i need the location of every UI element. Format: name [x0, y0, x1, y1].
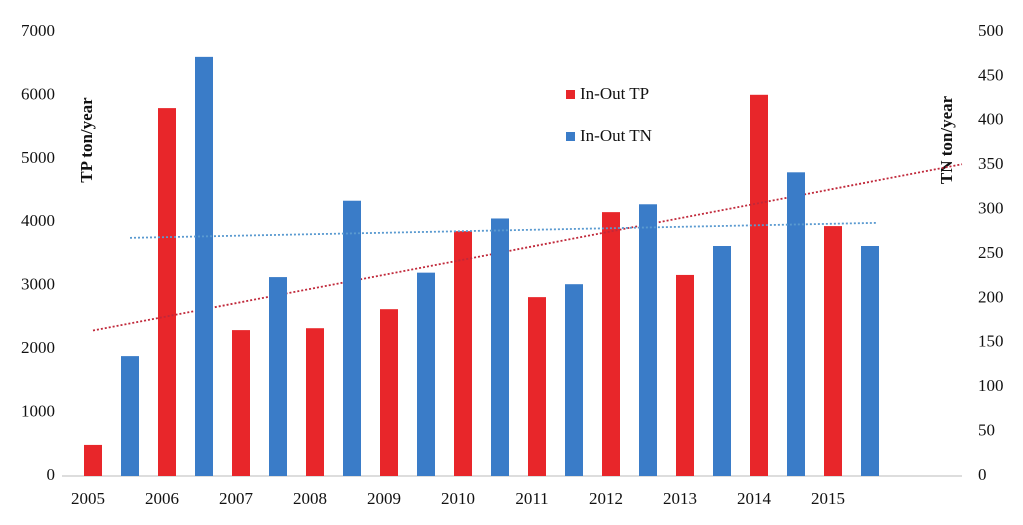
bar: [528, 297, 546, 476]
x-tick-label: 2007: [219, 489, 254, 508]
y2-tick-label: 250: [978, 243, 1004, 262]
bar: [158, 108, 176, 476]
bar: [380, 309, 398, 476]
bar: [195, 56, 213, 476]
x-tick-label: 2012: [589, 489, 623, 508]
y2-tick-label: 200: [978, 287, 1004, 306]
y-tick-label: 7000: [21, 21, 55, 40]
y2-axis-title: TN ton/year: [937, 95, 956, 184]
bar: [787, 172, 805, 476]
bar: [639, 204, 657, 476]
bar: [491, 218, 509, 477]
x-tick-label: 2013: [663, 489, 697, 508]
y-axis-title: TP ton/year: [77, 97, 96, 183]
legend-swatch: [566, 132, 575, 141]
y-tick-label: 3000: [21, 275, 55, 294]
legend-label: In-Out TP: [580, 84, 649, 103]
bar: [343, 200, 361, 476]
x-tick-label: 2015: [811, 489, 845, 508]
bar: [84, 444, 102, 476]
y-tick-label: 5000: [21, 148, 55, 167]
bar: [713, 246, 731, 476]
x-tick-label: 2010: [441, 489, 475, 508]
bar: [861, 246, 879, 476]
y2-tick-label: 400: [978, 110, 1004, 129]
y-tick-label: 1000: [21, 401, 55, 420]
x-tick-label: 2014: [737, 489, 772, 508]
y-tick-label: 0: [47, 465, 56, 484]
legend-label: In-Out TN: [580, 126, 652, 145]
x-tick-label: 2009: [367, 489, 401, 508]
y2-tick-label: 300: [978, 199, 1004, 218]
y2-tick-label: 0: [978, 465, 987, 484]
bar: [454, 231, 472, 476]
bar: [824, 226, 842, 476]
bar: [306, 328, 324, 476]
trend-line: [129, 221, 878, 239]
y2-tick-label: 150: [978, 332, 1004, 351]
x-tick-label: 2005: [71, 489, 105, 508]
x-tick-label: 2011: [515, 489, 548, 508]
bar: [565, 284, 583, 476]
y2-tick-label: 450: [978, 65, 1004, 84]
y-tick-label: 4000: [21, 211, 55, 230]
y-tick-label: 2000: [21, 338, 55, 357]
bar: [121, 356, 139, 476]
bar: [269, 277, 287, 476]
bar: [750, 94, 768, 477]
y2-tick-label: 100: [978, 376, 1004, 395]
bar: [676, 274, 694, 476]
y2-tick-label: 350: [978, 154, 1004, 173]
y2-tick-label: 50: [978, 421, 995, 440]
bar: [602, 212, 620, 476]
bar: [232, 330, 250, 476]
x-tick-label: 2008: [293, 489, 327, 508]
y-tick-label: 6000: [21, 84, 55, 103]
x-tick-label: 2006: [145, 489, 179, 508]
trend-line: [92, 163, 963, 332]
bar: [417, 272, 435, 476]
legend-swatch: [566, 90, 575, 99]
y2-tick-label: 500: [978, 21, 1004, 40]
